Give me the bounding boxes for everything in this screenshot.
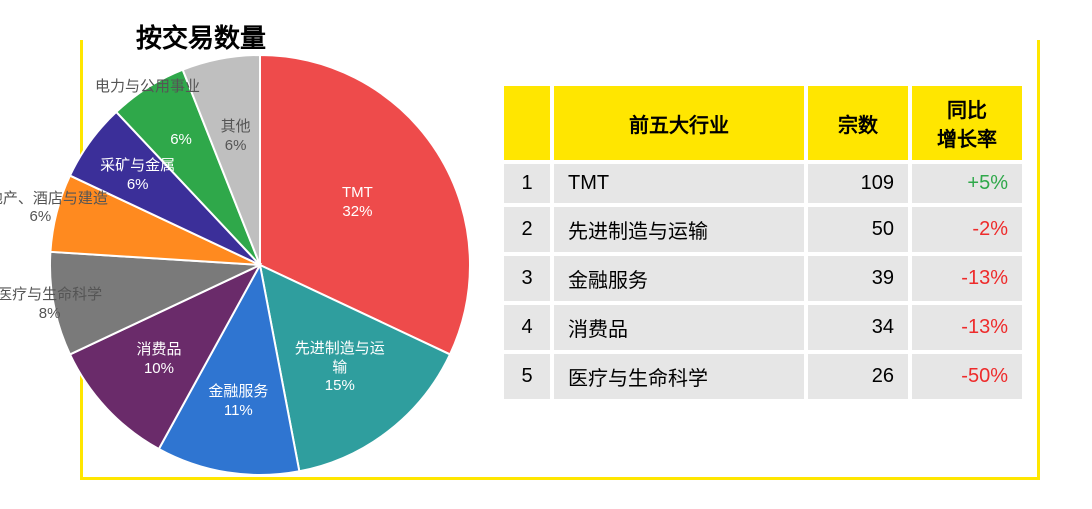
table-header-cell: 宗数 bbox=[808, 86, 908, 160]
table-header-cell bbox=[504, 86, 550, 160]
table-cell-rank: 2 bbox=[504, 207, 550, 252]
table-cell-yoy: -2% bbox=[912, 207, 1022, 252]
table-cell-cnt: 39 bbox=[808, 256, 908, 301]
table-cell-cnt: 26 bbox=[808, 354, 908, 399]
table-row: 3金融服务39-13% bbox=[504, 256, 1022, 301]
table-cell-yoy: -13% bbox=[912, 305, 1022, 350]
table-cell-rank: 1 bbox=[504, 164, 550, 203]
table-cell-name: 金融服务 bbox=[554, 256, 804, 301]
table-cell-name: 消费品 bbox=[554, 305, 804, 350]
table-cell-cnt: 109 bbox=[808, 164, 908, 203]
table-row: 1TMT109+5% bbox=[504, 164, 1022, 203]
figure-root: 按交易数量 TMT 32%先进制造与运 输 15%金融服务 11%消费品 10%… bbox=[0, 0, 1092, 509]
table-row: 5医疗与生命科学26-50% bbox=[504, 354, 1022, 399]
table-cell-yoy: -50% bbox=[912, 354, 1022, 399]
table-cell-name: TMT bbox=[554, 164, 804, 203]
pie-chart: TMT 32%先进制造与运 输 15%金融服务 11%消费品 10%医疗与生命科… bbox=[30, 35, 490, 495]
table-cell-rank: 5 bbox=[504, 354, 550, 399]
table-cell-cnt: 34 bbox=[808, 305, 908, 350]
table-cell-yoy: +5% bbox=[912, 164, 1022, 203]
table-cell-name: 先进制造与运输 bbox=[554, 207, 804, 252]
table-header-cell: 同比 增长率 bbox=[912, 86, 1022, 160]
table-cell-yoy: -13% bbox=[912, 256, 1022, 301]
table-row: 4消费品34-13% bbox=[504, 305, 1022, 350]
table-header: 前五大行业宗数同比 增长率 bbox=[504, 86, 1022, 160]
top5-table: 前五大行业宗数同比 增长率 1TMT109+5%2先进制造与运输50-2%3金融… bbox=[500, 82, 1026, 403]
table-cell-name: 医疗与生命科学 bbox=[554, 354, 804, 399]
table-cell-rank: 3 bbox=[504, 256, 550, 301]
pie-svg bbox=[30, 35, 490, 495]
table-cell-cnt: 50 bbox=[808, 207, 908, 252]
table-header-cell: 前五大行业 bbox=[554, 86, 804, 160]
table-row: 2先进制造与运输50-2% bbox=[504, 207, 1022, 252]
table-cell-rank: 4 bbox=[504, 305, 550, 350]
table-body: 1TMT109+5%2先进制造与运输50-2%3金融服务39-13%4消费品34… bbox=[504, 164, 1022, 399]
